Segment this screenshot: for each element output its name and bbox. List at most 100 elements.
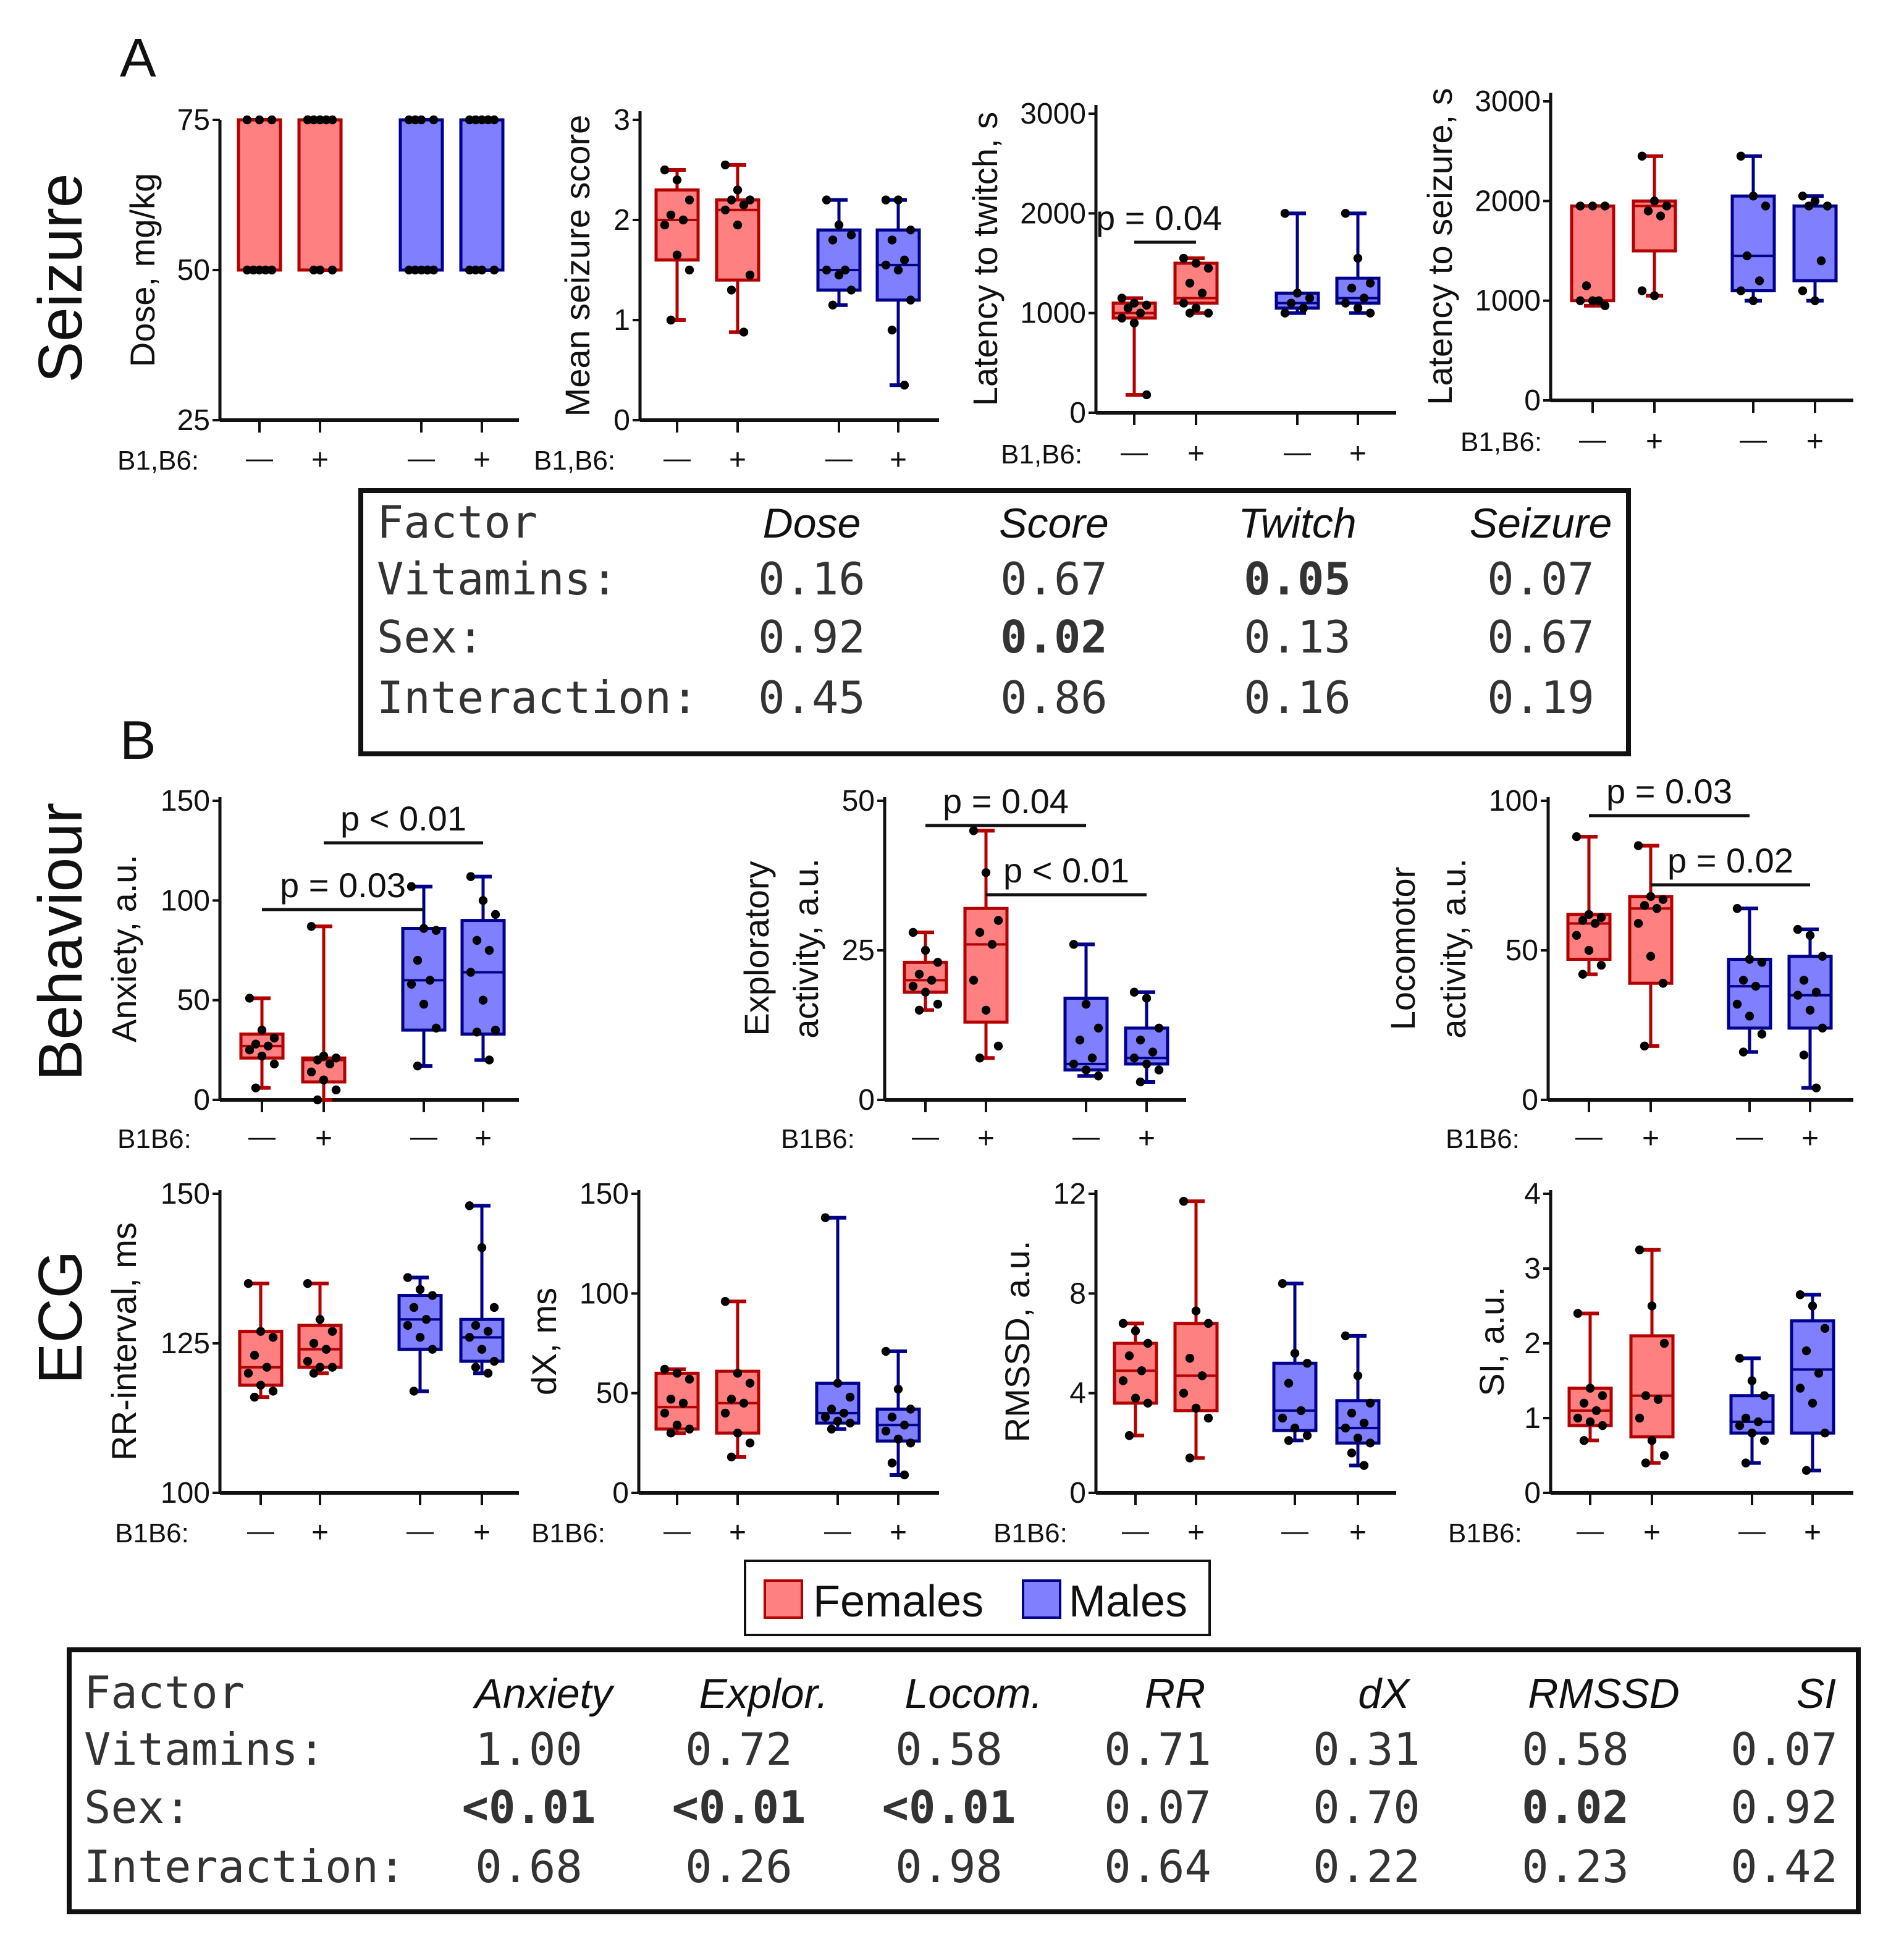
data-point [1302,1431,1312,1440]
data-point [720,1408,730,1418]
data-point [1738,976,1748,985]
data-point [887,1458,897,1468]
box-males [459,118,505,272]
data-point [908,927,918,937]
data-point [833,1416,843,1426]
data-point [745,270,755,280]
data-point [1302,1359,1312,1368]
legend-swatch-females [764,1579,803,1619]
table-cell: 0.67 [1000,553,1107,605]
y-axis-label: Anxiety, a.u. [104,855,143,1042]
box-females [1173,261,1219,305]
box-males [398,118,444,272]
data-point [431,926,441,935]
x-tick-label: + [729,444,746,476]
y-tick-label: 3000 [1475,85,1541,118]
data-point [306,1067,316,1077]
data-point [315,1362,325,1372]
x-prefix-label: B1B6: [531,1518,605,1548]
data-point [1093,1071,1103,1081]
y-tick-label: 0 [1524,1477,1541,1510]
data-point [1637,286,1647,295]
table-cell: 0.16 [758,553,865,605]
data-point [666,1395,676,1404]
data-point [933,999,943,1009]
data-point [1142,300,1152,310]
table-border [67,1647,1861,1914]
box-females [1628,895,1674,985]
y-axis-label: Exploratory [737,861,776,1036]
data-point [416,115,426,125]
data-point [733,220,743,230]
y-tick-label: 4 [1524,1178,1541,1210]
data-point [820,1213,830,1222]
table-header: Locom. [905,1670,1043,1717]
data-point [1818,952,1827,961]
data-point [1129,298,1139,308]
data-point [1761,201,1771,211]
box-females [715,198,760,282]
data-point [1808,1398,1818,1408]
data-point [327,265,337,275]
x-tick-label: + [890,1516,907,1549]
data-point [471,1362,481,1372]
data-point [1801,1466,1811,1475]
y-tick-label: 8 [1069,1277,1086,1310]
data-point [678,215,688,225]
legend: Females Males [744,1560,1211,1636]
data-point [309,1369,319,1378]
y-tick-label: 1000 [1020,297,1086,330]
data-point [1649,196,1659,206]
data-point [1641,1391,1651,1400]
data-point [1341,298,1350,308]
table-cell: 0.07 [1104,1781,1211,1833]
data-point [242,265,252,275]
data-point [1805,1005,1815,1015]
data-point [899,381,909,390]
data-point [1087,1054,1097,1063]
table-row-label: Interaction: [377,672,698,724]
data-point [327,115,337,125]
data-point [733,1369,743,1378]
table-cell: 0.72 [685,1723,792,1775]
data-point [1732,904,1742,913]
tables: Factor Dose Score Twitch Seizure Vitamins: 0.1… [67,488,1861,1914]
data-point [1820,1324,1830,1333]
data-point [268,1387,278,1396]
data-point [881,195,891,205]
y-tick-label: 0 [1522,1084,1538,1117]
data-point [489,1356,499,1366]
data-point [1142,390,1152,400]
data-point [1748,192,1758,201]
table-cell: 0.68 [475,1841,582,1893]
data-point [431,1023,441,1033]
data-point [845,1392,855,1402]
x-tick-label: — [1579,425,1606,455]
data-point [834,220,844,230]
data-point [881,260,891,270]
data-point [1600,201,1610,211]
data-point [906,295,916,305]
data-point [906,1438,916,1448]
data-point [489,1303,499,1312]
seizure-table: Factor Dose Score Twitch Seizure Vitamins: 0.1… [358,488,1631,756]
table-cell: 0.98 [895,1841,1002,1893]
x-tick-label: + [1642,1122,1659,1155]
data-point [1585,1417,1595,1427]
data-point [660,1408,670,1418]
data-point [1588,296,1598,305]
data-point [1191,303,1201,313]
data-point [1810,296,1820,305]
data-point [1365,308,1375,318]
data-point [1579,1436,1589,1445]
x-tick-label: — [1072,1122,1100,1152]
x-tick-label: — [248,1122,276,1152]
data-point [1736,286,1746,295]
data-point [899,1470,909,1480]
chart-dose: 25 50 75 Dose, mg/kg B1,B6: — + — + [117,104,519,476]
data-point [1575,201,1585,211]
data-point [887,1413,897,1422]
data-point [1741,1413,1751,1423]
data-point [846,230,856,240]
box-females [237,118,282,272]
